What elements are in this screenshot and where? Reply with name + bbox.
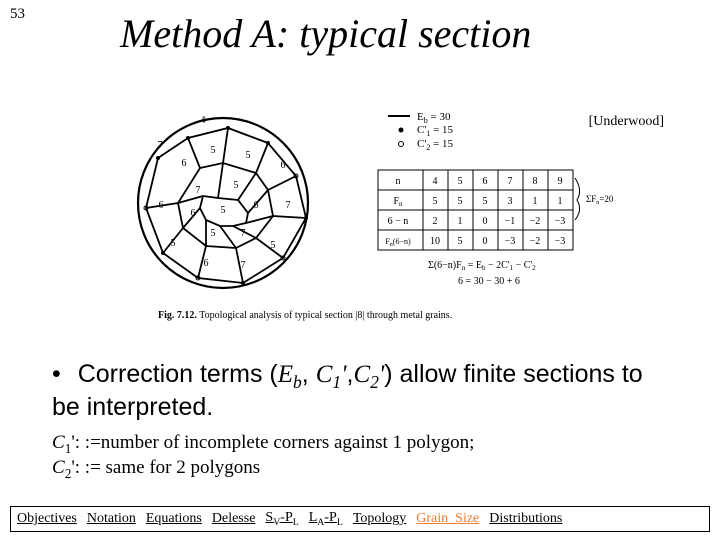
svg-text:3: 3 <box>508 196 513 207</box>
svg-text:5: 5 <box>433 196 438 207</box>
svg-text:7: 7 <box>508 176 513 187</box>
svg-text:Eb = 30: Eb = 30 <box>417 111 451 125</box>
svg-text:ΣFn=20: ΣFn=20 <box>586 194 614 206</box>
svg-text:7: 7 <box>241 228 246 239</box>
svg-text:6: 6 <box>483 176 488 187</box>
svg-text:5: 5 <box>483 196 488 207</box>
bullet-dot-icon: • <box>52 360 61 388</box>
def-c1: C1': :=number of incomplete corners agai… <box>52 432 672 457</box>
page-title: Method A: typical section <box>120 10 531 57</box>
svg-text:Fn: Fn <box>393 196 403 208</box>
svg-text:9: 9 <box>558 176 563 187</box>
svg-text:5: 5 <box>221 205 226 216</box>
svg-text:n: n <box>396 176 401 187</box>
svg-text:6: 6 <box>182 158 187 169</box>
slide-number: 53 <box>10 6 25 23</box>
cell-diagram: 4 7 6 5 5 6 7 5 7 6 5 6 7 5 6 7 5 6 5 <box>138 115 308 288</box>
svg-text:5: 5 <box>246 150 251 161</box>
diagram: Eb = 30 C'1 = 15 C'2 = 15 4 7 6 5 5 6 7 … <box>128 108 628 338</box>
figure-caption: Fig. 7.12. Topological analysis of typic… <box>158 310 452 321</box>
nav-grain-size[interactable]: Grain_Size <box>416 511 479 527</box>
svg-text:7: 7 <box>158 140 163 151</box>
nav-delesse[interactable]: Delesse <box>212 511 256 527</box>
svg-text:6: 6 <box>191 208 196 219</box>
nav-la-pl[interactable]: LA-PL <box>309 510 343 528</box>
svg-text:6: 6 <box>204 258 209 269</box>
svg-text:2: 2 <box>433 216 438 227</box>
svg-text:5: 5 <box>171 238 176 249</box>
svg-text:6: 6 <box>254 200 259 211</box>
svg-text:1: 1 <box>458 216 463 227</box>
nav-equations[interactable]: Equations <box>146 511 202 527</box>
svg-text:5: 5 <box>458 196 463 207</box>
svg-text:5: 5 <box>211 228 216 239</box>
svg-text:7: 7 <box>286 200 291 211</box>
svg-text:−2: −2 <box>530 216 541 227</box>
svg-text:Σ(6−n)Fn = Eb − 2C'1 − C'2: Σ(6−n)Fn = Eb − 2C'1 − C'2 <box>428 260 536 272</box>
svg-text:5: 5 <box>234 180 239 191</box>
definitions-block: C1': :=number of incomplete corners agai… <box>52 432 672 482</box>
svg-text:C'1 = 15: C'1 = 15 <box>417 124 454 138</box>
svg-text:−1: −1 <box>505 216 516 227</box>
nav-bar: Objectives Notation Equations Delesse SV… <box>10 506 710 532</box>
def-c2: C2': := same for 2 polygons <box>52 457 672 482</box>
svg-text:−3: −3 <box>555 216 566 227</box>
svg-text:8: 8 <box>533 176 538 187</box>
svg-text:5: 5 <box>458 236 463 247</box>
svg-text:−3: −3 <box>555 236 566 247</box>
nav-sv-pl[interactable]: SV-PL <box>265 510 298 528</box>
svg-text:6 − n: 6 − n <box>388 216 409 227</box>
nav-objectives[interactable]: Objectives <box>17 511 77 527</box>
svg-text:10: 10 <box>430 236 440 247</box>
svg-text:5: 5 <box>271 240 276 251</box>
svg-text:6: 6 <box>159 200 164 211</box>
svg-text:−2: −2 <box>530 236 541 247</box>
nav-notation[interactable]: Notation <box>87 511 136 527</box>
svg-text:1: 1 <box>558 196 563 207</box>
svg-text:4: 4 <box>201 115 206 126</box>
data-table: n Fn 6 − n Fn(6−n) 4 5 6 7 8 9 5 5 5 3 1… <box>378 170 614 287</box>
svg-text:5: 5 <box>458 176 463 187</box>
svg-text:C'2 = 15: C'2 = 15 <box>417 138 454 152</box>
svg-text:7: 7 <box>196 185 201 196</box>
nav-distributions[interactable]: Distributions <box>489 511 562 527</box>
svg-text:Fn(6−n): Fn(6−n) <box>385 237 411 248</box>
bullet-correction-terms: • Correction terms (Eb, C1',C2') allow f… <box>52 360 672 422</box>
svg-text:6: 6 <box>281 160 286 171</box>
svg-text:0: 0 <box>483 216 488 227</box>
bullet-text: Correction terms (Eb, C1',C2') allow fin… <box>52 360 643 421</box>
svg-text:0: 0 <box>483 236 488 247</box>
legend: Eb = 30 C'1 = 15 C'2 = 15 <box>388 111 454 152</box>
svg-text:4: 4 <box>433 176 438 187</box>
svg-text:7: 7 <box>241 260 246 271</box>
svg-text:1: 1 <box>533 196 538 207</box>
svg-text:5: 5 <box>211 145 216 156</box>
svg-text:6 = 30 − 30 + 6: 6 = 30 − 30 + 6 <box>458 276 520 287</box>
nav-topology[interactable]: Topology <box>353 511 406 527</box>
svg-text:−3: −3 <box>505 236 516 247</box>
